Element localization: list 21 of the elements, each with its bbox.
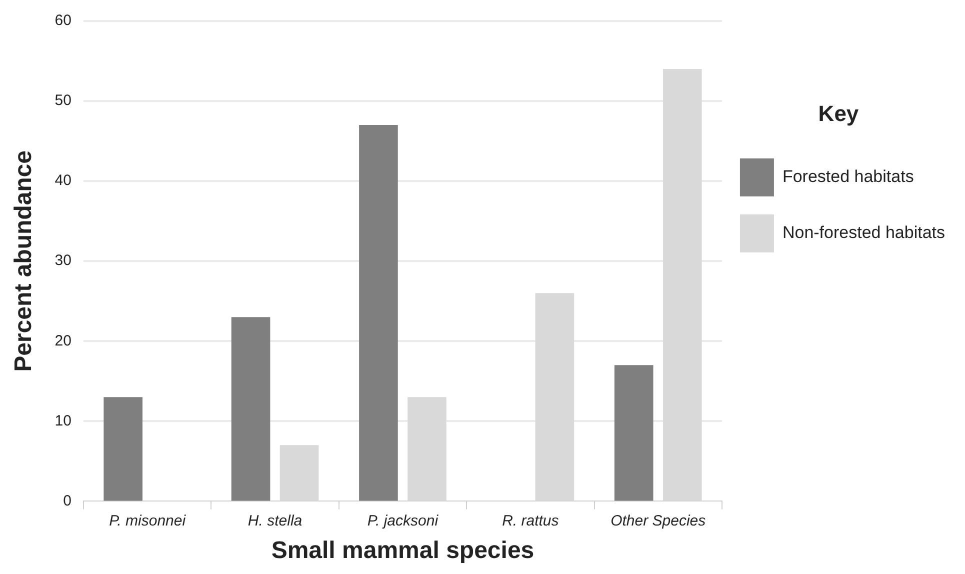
y-tick-label: 60 (54, 12, 72, 30)
legend-label: Forested habitats (782, 167, 914, 186)
bar (359, 125, 398, 501)
x-tick-label: P. jacksoni (367, 512, 439, 530)
y-tick-label: 10 (54, 412, 72, 430)
x-tick-label: P. misonnei (109, 512, 186, 530)
y-tick-label: 20 (54, 332, 72, 350)
y-tick-label: 30 (54, 252, 72, 270)
x-tick-label: H. stella (248, 512, 302, 530)
bar (614, 365, 654, 501)
legend-label: Non-forested habitats (782, 223, 946, 242)
bar (104, 397, 142, 501)
x-axis-title: Small mammal species (271, 537, 534, 564)
x-tick-label: R. rattus (502, 512, 560, 530)
y-tick-label: 40 (54, 172, 72, 190)
y-tick-label: 0 (63, 492, 72, 510)
legend-title: Key (818, 101, 860, 126)
y-axis-title: Percent abundance (10, 150, 38, 372)
x-tick-label: Other Species (610, 512, 706, 530)
bar (231, 317, 270, 501)
y-tick-label: 50 (54, 92, 72, 110)
